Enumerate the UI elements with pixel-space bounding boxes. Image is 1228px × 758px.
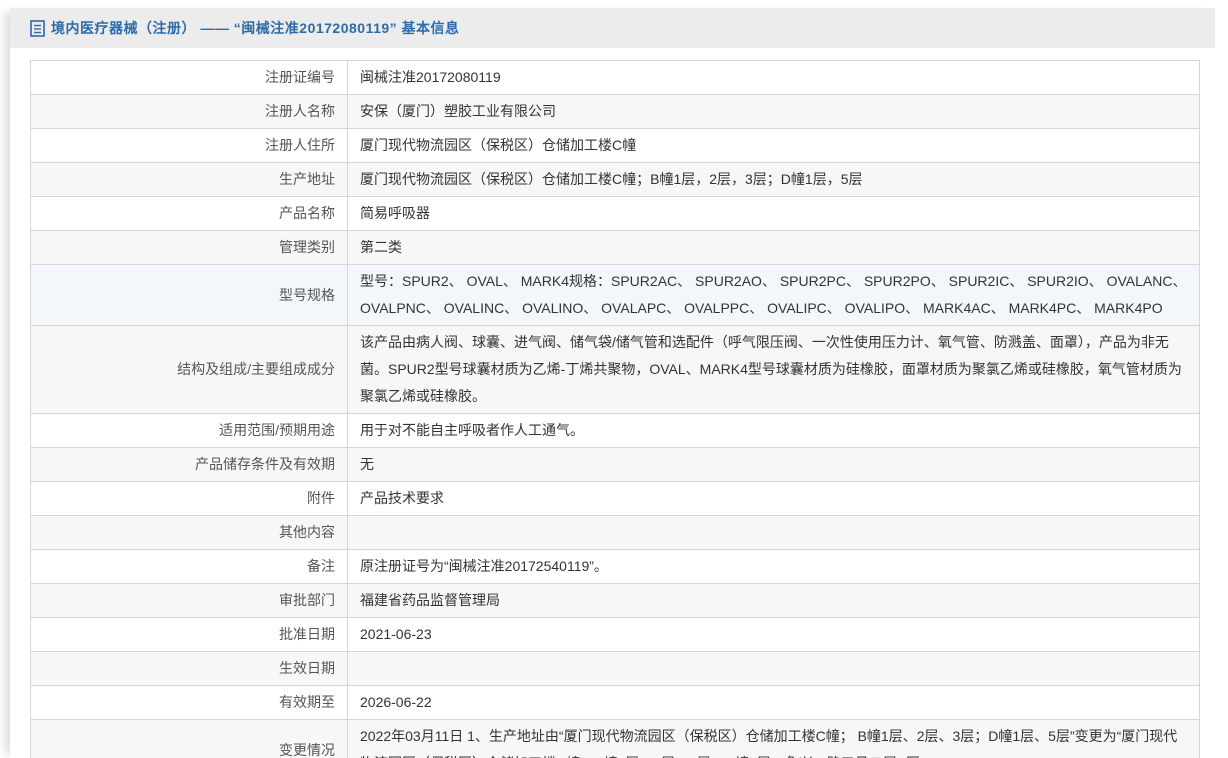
row-value [347, 651, 1200, 686]
row-label: 附件 [30, 481, 348, 516]
row-label: 备注 [30, 549, 348, 584]
row-label: 结构及组成/主要组成成分 [30, 325, 348, 414]
row-label: 型号规格 [30, 264, 348, 326]
table-row: 管理类别 第二类 [30, 230, 1200, 265]
header-bar: 境内医疗器械（注册） —— “闽械注准20172080119” 基本信息 [10, 8, 1215, 48]
row-label: 有效期至 [30, 685, 348, 720]
table-row: 审批部门 福建省药品监督管理局 [30, 583, 1200, 618]
page-title: 境内医疗器械（注册） —— “闽械注准20172080119” 基本信息 [51, 20, 460, 36]
registration-table-body: 注册证编号 闽械注准20172080119 注册人名称 安保（厦门）塑胶工业有限公司注… [30, 60, 1200, 758]
row-label: 产品储存条件及有效期 [30, 447, 348, 482]
row-value: 福建省药品监督管理局 [347, 583, 1200, 618]
row-label: 批准日期 [30, 617, 348, 652]
row-value: 简易呼吸器 [347, 196, 1200, 231]
table-row: 注册人住所 厦门现代物流园区（保税区）仓储加工楼C幢 [30, 128, 1200, 163]
row-value: 第二类 [347, 230, 1200, 265]
page-container: 境内医疗器械（注册） —— “闽械注准20172080119” 基本信息 注册证… [10, 8, 1215, 758]
table-row: 有效期至 2026-06-22 [30, 685, 1200, 720]
row-value: 型号：SPUR2、 OVAL、 MARK4规格：SPUR2AC、 SPUR2AO… [347, 264, 1200, 326]
row-value: 产品技术要求 [347, 481, 1200, 516]
row-value: 闽械注准20172080119 [347, 60, 1200, 95]
table-row: 变更情况 2022年03月11日 1、生产地址由“厦门现代物流园区（保税区）仓储加… [30, 719, 1200, 758]
row-label: 适用范围/预期用途 [30, 413, 348, 448]
row-label: 其他内容 [30, 515, 348, 550]
document-icon [30, 19, 45, 37]
row-value: 用于对不能自主呼吸者作人工通气。 [347, 413, 1200, 448]
table-row: 注册证编号 闽械注准20172080119 [30, 60, 1200, 95]
row-value: 厦门现代物流园区（保税区）仓储加工楼C幢 [347, 128, 1200, 163]
row-label: 变更情况 [30, 719, 348, 758]
row-label: 生效日期 [30, 651, 348, 686]
row-label: 产品名称 [30, 196, 348, 231]
row-value: 2021-06-23 [347, 617, 1200, 652]
row-label: 生产地址 [30, 162, 348, 197]
row-value: 原注册证号为“闽械注准20172540119”。 [347, 549, 1200, 584]
table-row: 批准日期 2021-06-23 [30, 617, 1200, 652]
row-label: 审批部门 [30, 583, 348, 618]
row-value [347, 515, 1200, 550]
table-row: 注册人名称 安保（厦门）塑胶工业有限公司 [30, 94, 1200, 129]
table-row: 型号规格 型号：SPUR2、 OVAL、 MARK4规格：SPUR2AC、 SPU… [30, 264, 1200, 326]
row-value: 厦门现代物流园区（保税区）仓储加工楼C幢；B幢1层，2层，3层；D幢1层，5层 [347, 162, 1200, 197]
row-value: 2022年03月11日 1、生产地址由“厦门现代物流园区（保税区）仓储加工楼C幢… [347, 719, 1200, 758]
table-row: 备注 原注册证号为“闽械注准20172540119”。 [30, 549, 1200, 584]
row-value: 无 [347, 447, 1200, 482]
table-row: 附件 产品技术要求 [30, 481, 1200, 516]
registration-info-table: 注册证编号 闽械注准20172080119 注册人名称 安保（厦门）塑胶工业有限公司注… [30, 60, 1200, 758]
table-row: 产品名称 简易呼吸器 [30, 196, 1200, 231]
table-row: 生产地址 厦门现代物流园区（保税区）仓储加工楼C幢；B幢1层，2层，3层；D幢1层… [30, 162, 1200, 197]
table-row: 生效日期 [30, 651, 1200, 686]
row-value: 2026-06-22 [347, 685, 1200, 720]
row-label: 管理类别 [30, 230, 348, 265]
row-value: 该产品由病人阀、球囊、进气阀、储气袋/储气管和选配件（呼气限压阀、一次性使用压力… [347, 325, 1200, 414]
row-label: 注册证编号 [30, 60, 348, 95]
table-row: 产品储存条件及有效期无 [30, 447, 1200, 482]
row-value: 安保（厦门）塑胶工业有限公司 [347, 94, 1200, 129]
registration-info-table-wrap: 注册证编号 闽械注准20172080119 注册人名称 安保（厦门）塑胶工业有限公司注… [30, 60, 1200, 758]
table-row: 适用范围/预期用途 用于对不能自主呼吸者作人工通气。 [30, 413, 1200, 448]
table-row: 其他内容 [30, 515, 1200, 550]
table-row: 结构及组成/主要组成成分 该产品由病人阀、球囊、进气阀、储气袋/储气管和选配件（呼… [30, 325, 1200, 414]
row-label: 注册人名称 [30, 94, 348, 129]
row-label: 注册人住所 [30, 128, 348, 163]
